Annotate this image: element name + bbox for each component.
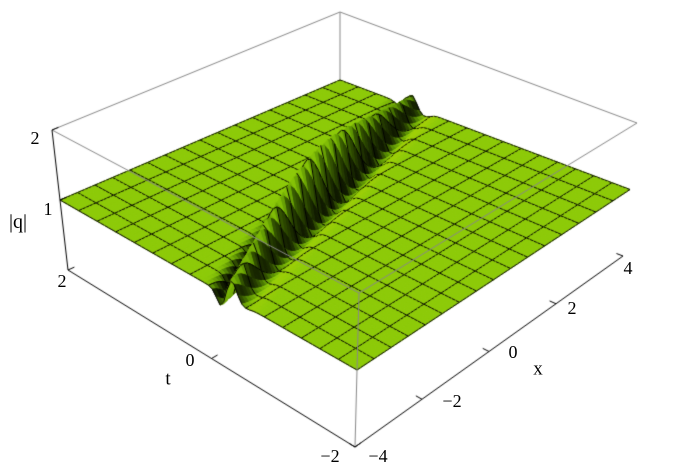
surface-plot-canvas (0, 0, 675, 470)
surface-plot-figure: |q| 2 1 2 0 t −2 −4 −2 0 x 2 4 (0, 0, 675, 470)
